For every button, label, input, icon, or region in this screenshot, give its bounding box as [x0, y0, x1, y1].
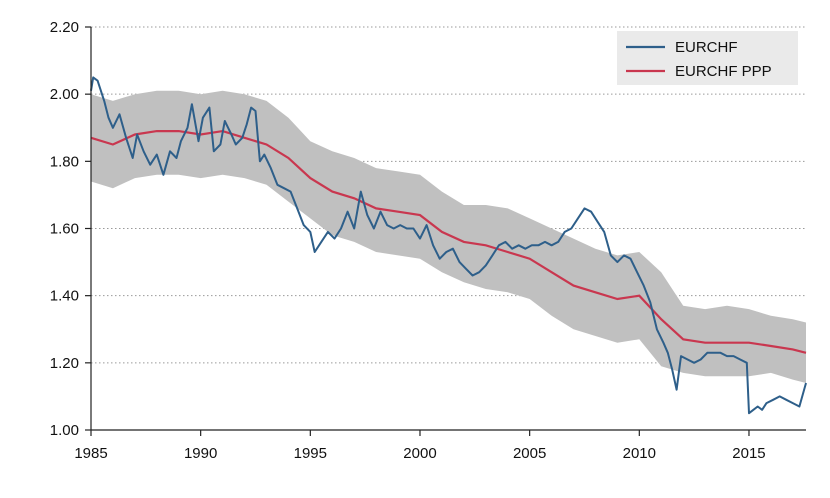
x-tick-label: 1990	[184, 445, 217, 462]
y-tick-label: 1.00	[50, 422, 79, 439]
series-line-eurchf	[90, 76, 807, 415]
y-tick-label: 1.20	[50, 355, 79, 372]
y-tick-label: 2.00	[50, 86, 79, 103]
x-tick-label: 2010	[623, 445, 656, 462]
legend-label-eurchf-ppp: EURCHF PPP	[675, 63, 772, 80]
y-tick-label: 1.80	[50, 153, 79, 170]
x-axis-ticks: 1985 1990 1995 2000 2005 2010 2015	[74, 430, 766, 462]
legend: EURCHF EURCHF PPP	[617, 31, 798, 85]
x-tick-label: 2000	[403, 445, 436, 462]
y-axis-ticks: 1.00 1.20 1.40 1.60 1.80 2.00 2.20	[50, 19, 91, 439]
y-tick-label: 1.40	[50, 288, 79, 305]
x-tick-label: 2015	[732, 445, 765, 462]
legend-background	[617, 31, 798, 85]
y-tick-label: 1.60	[50, 221, 79, 238]
x-tick-label: 2005	[513, 445, 546, 462]
x-tick-label: 1995	[294, 445, 327, 462]
x-tick-label: 1985	[74, 445, 107, 462]
y-tick-label: 2.20	[50, 19, 79, 36]
legend-label-eurchf: EURCHF	[675, 39, 738, 56]
